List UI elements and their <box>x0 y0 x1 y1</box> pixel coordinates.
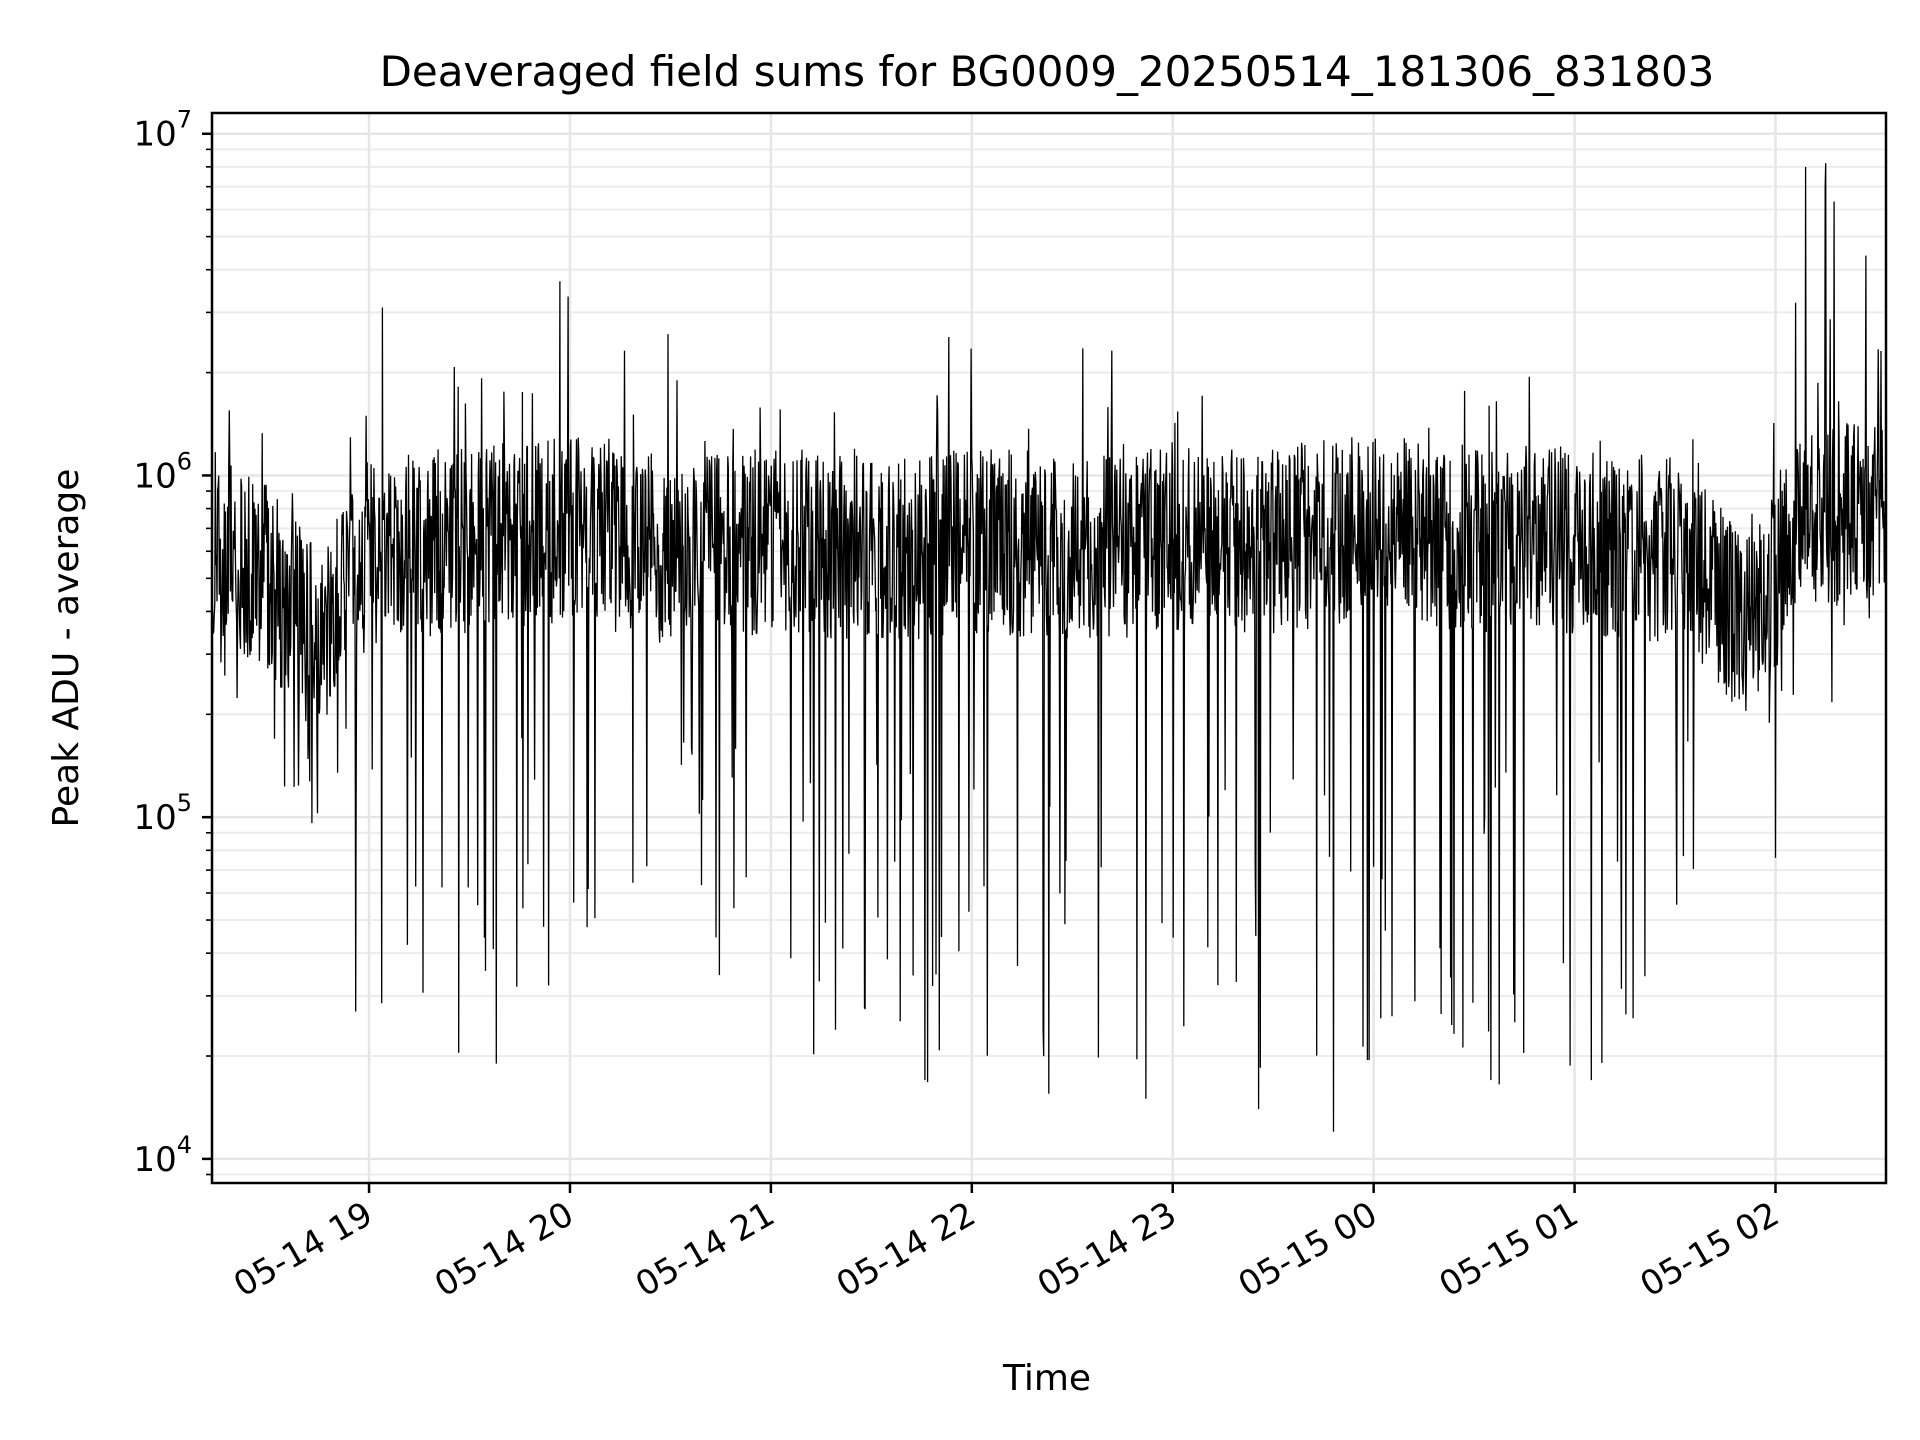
x-axis-label: Time <box>1002 1358 1091 1399</box>
y-tick-label: 104 <box>133 1131 192 1180</box>
series-layer <box>211 163 1887 1132</box>
y-tick-label: 107 <box>133 106 192 155</box>
x-tick-label: 05-14 23 <box>1031 1194 1183 1305</box>
y-tick-label: 105 <box>133 789 192 838</box>
y-axis-label: Peak ADU - average <box>46 469 87 828</box>
plot-frame <box>210 111 1888 1185</box>
x-tick-label: 05-15 00 <box>1232 1194 1384 1305</box>
x-tick-label: 05-14 20 <box>428 1194 580 1305</box>
y-tick-label: 106 <box>133 447 192 496</box>
x-axis: 05-14 19 05-14 20 05-14 21 05-14 22 05-14 23… <box>227 1183 1786 1305</box>
x-tick-label: 05-14 19 <box>227 1194 379 1305</box>
x-tick-label: 05-15 01 <box>1433 1194 1585 1305</box>
series-line <box>211 163 1887 1132</box>
x-tick-label: 05-14 21 <box>629 1194 781 1305</box>
y-axis: 104 105 106 107 <box>133 106 212 1180</box>
x-tick-label: 05-14 22 <box>830 1194 982 1305</box>
x-tick-label: 05-15 02 <box>1634 1194 1786 1305</box>
chart-title: Deaveraged field sums for BG0009_2025051… <box>380 47 1715 96</box>
